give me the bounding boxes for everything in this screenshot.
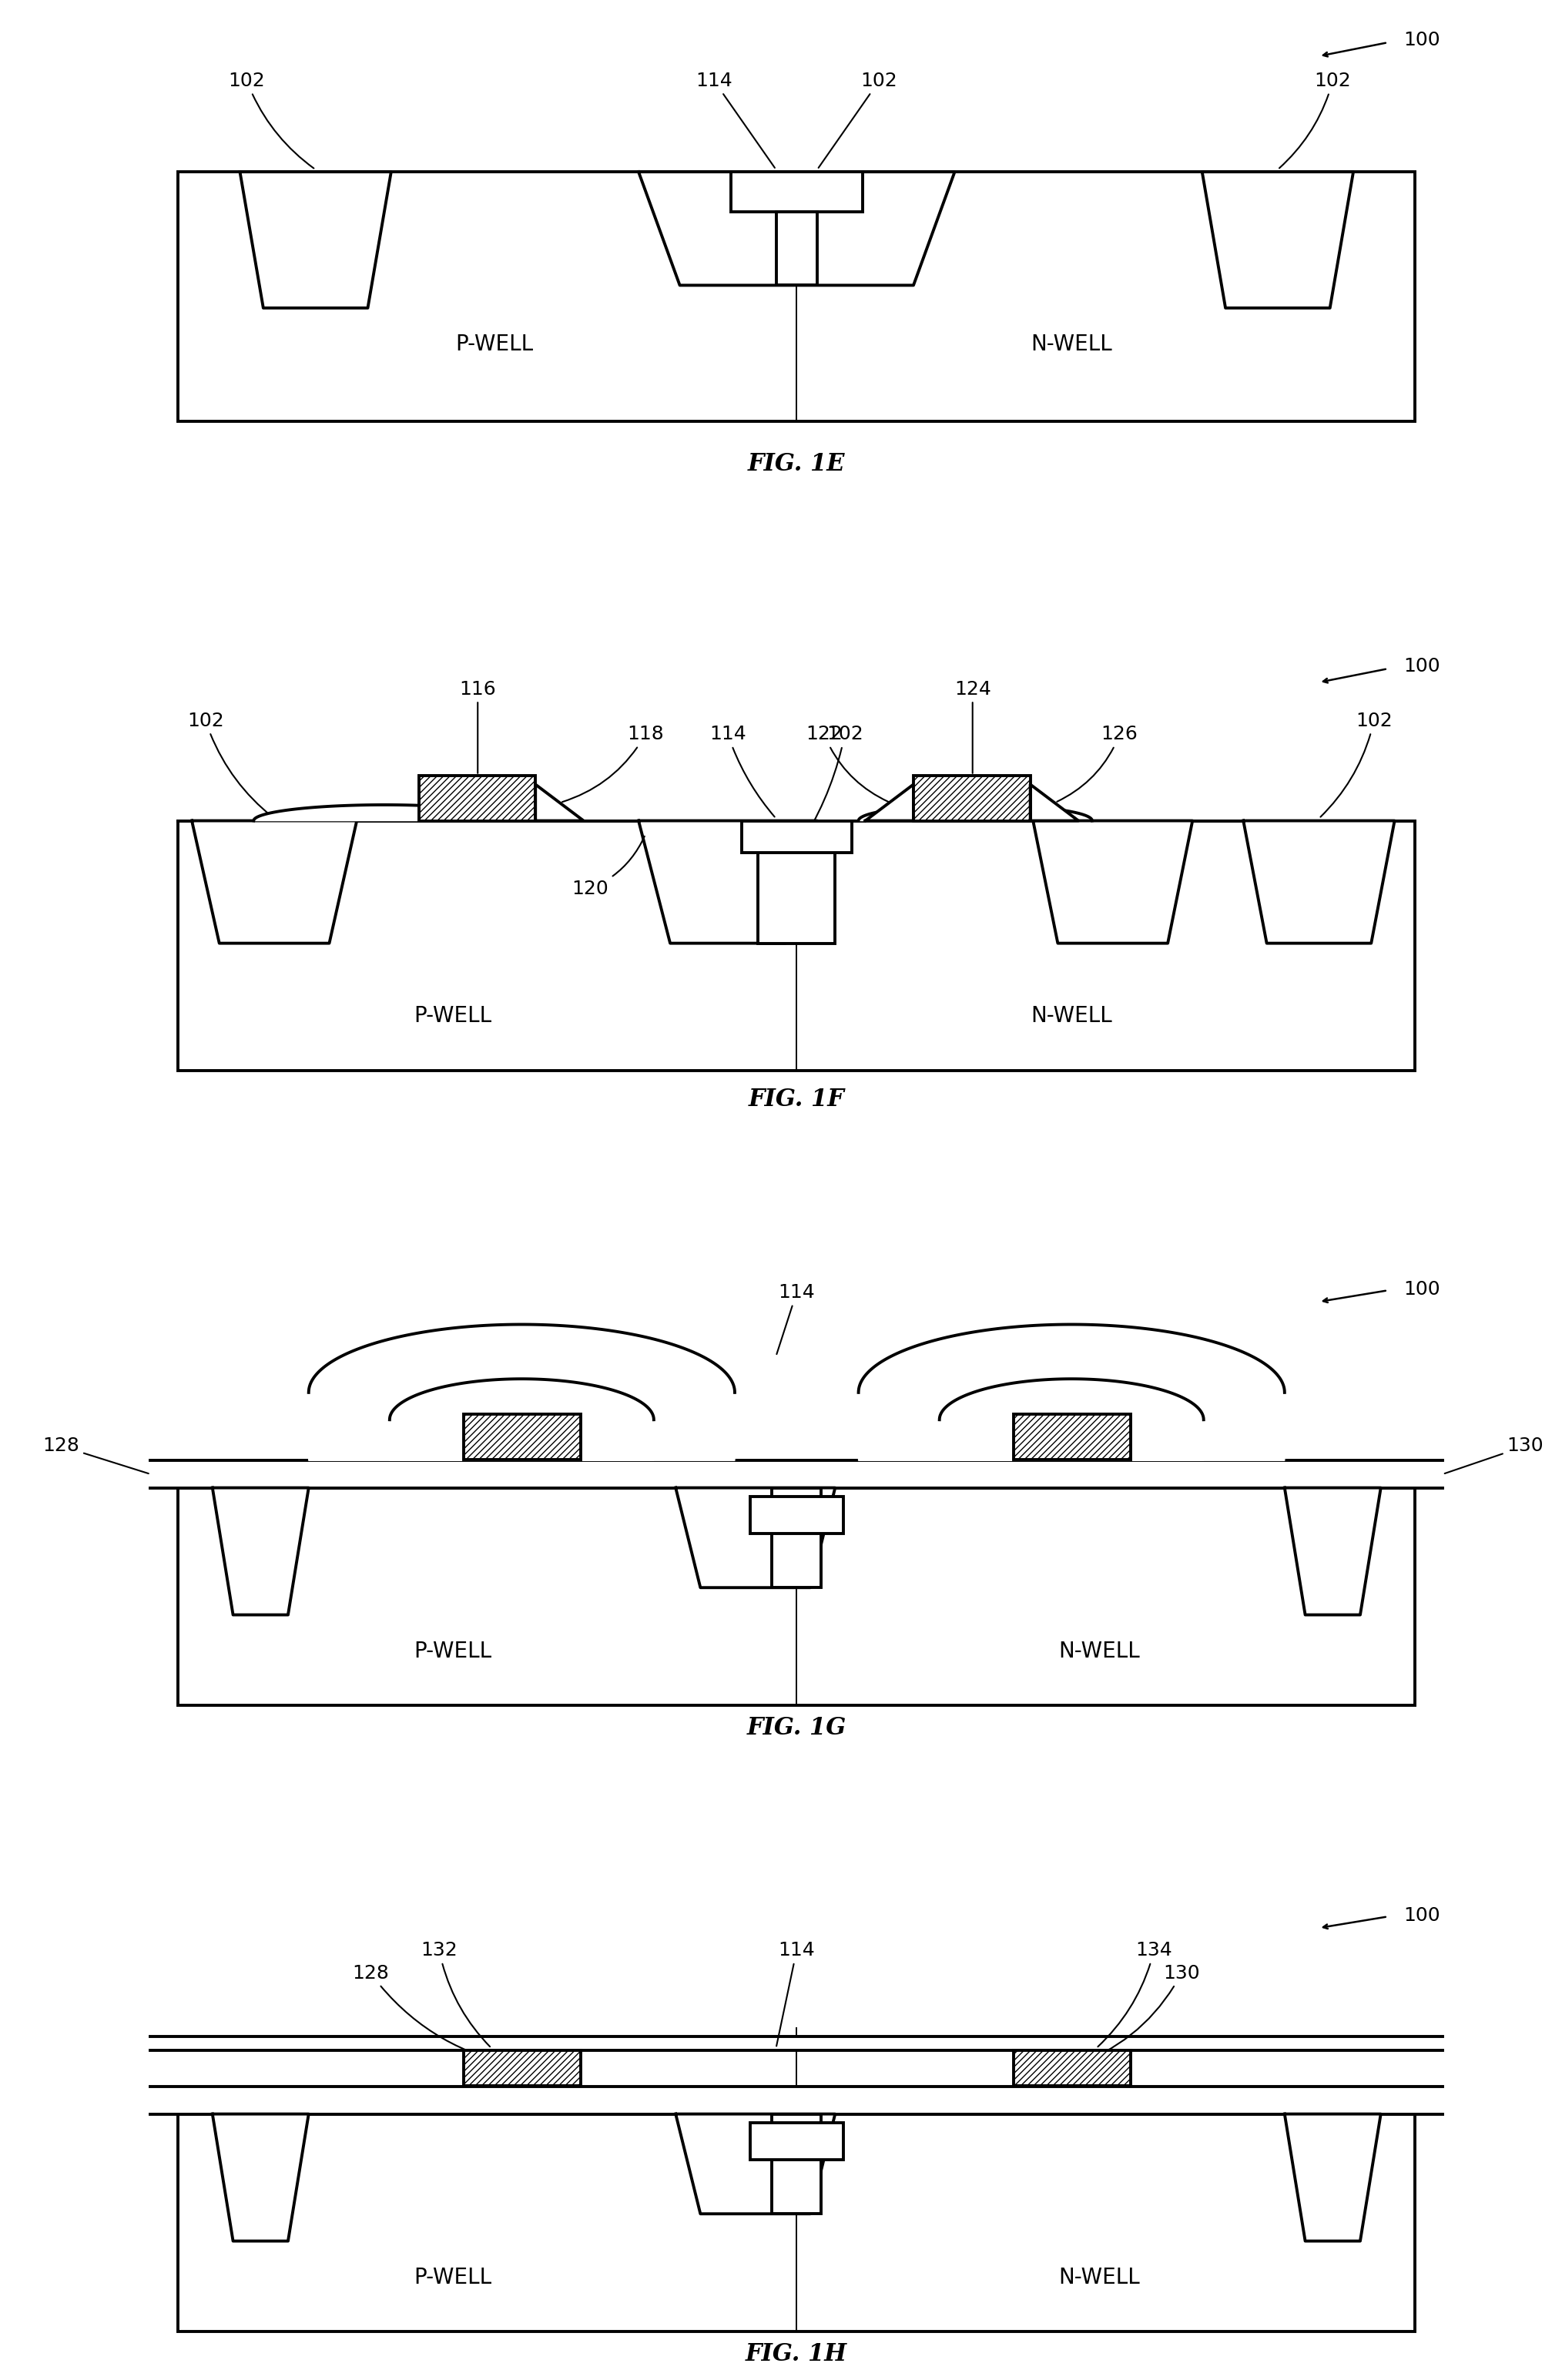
Text: 102: 102 [242,1490,280,1547]
Text: 102: 102 [1320,712,1392,816]
Polygon shape [676,1488,836,1587]
Text: 114: 114 [709,726,775,816]
Polygon shape [639,171,954,286]
Bar [750,1497,843,1533]
Text: 102: 102 [1314,2116,1351,2173]
Bar [178,1488,1415,1706]
Polygon shape [150,1461,1443,1488]
Polygon shape [639,821,817,942]
Text: 102: 102 [695,1528,753,1547]
Text: P-WELL: P-WELL [414,2266,492,2287]
Bar [758,821,836,942]
Text: 130: 130 [1073,1963,1200,2066]
Bar [178,2113,1415,2332]
Polygon shape [241,171,390,307]
Text: 132: 132 [420,1942,490,2047]
Bar [772,1488,822,1587]
Bar [1014,1414,1131,1459]
Text: 100: 100 [1404,1280,1440,1297]
Text: 114: 114 [776,1283,815,1354]
Text: 114: 114 [695,71,775,169]
Polygon shape [676,2113,836,2213]
Polygon shape [1032,821,1192,942]
Text: 120: 120 [572,835,645,897]
Bar [742,821,851,852]
Text: 122: 122 [806,726,889,802]
Text: 134: 134 [1098,1942,1173,2047]
Polygon shape [536,785,584,821]
Text: 102: 102 [818,71,898,169]
Polygon shape [865,785,914,821]
Text: N-WELL: N-WELL [1031,1004,1112,1026]
Text: 102: 102 [228,71,314,169]
Text: P-WELL: P-WELL [414,1004,492,1026]
Text: 126: 126 [1057,726,1139,802]
Text: 102: 102 [242,2116,280,2173]
Polygon shape [192,821,356,942]
Text: N-WELL: N-WELL [1059,2266,1140,2287]
Bar [464,1414,581,1459]
Polygon shape [253,804,515,821]
Bar [914,776,1031,821]
Bar [772,2113,822,2213]
Polygon shape [212,1488,309,1616]
Bar [776,212,817,286]
Bar [750,2123,843,2159]
Bar [1014,2052,1131,2085]
Polygon shape [1284,2113,1381,2242]
Text: 116: 116 [459,681,497,774]
Text: 102: 102 [695,2154,753,2173]
Text: 100: 100 [1404,1906,1440,1925]
Polygon shape [1284,1488,1381,1616]
Bar [419,776,536,821]
Text: 130: 130 [1445,1438,1543,1473]
Polygon shape [150,2087,1443,2113]
Polygon shape [212,2113,309,2242]
Text: 128: 128 [351,1963,520,2066]
Polygon shape [859,804,1092,821]
Polygon shape [150,2037,1443,2052]
Text: FIG. 1G: FIG. 1G [747,1716,847,1740]
Text: 100: 100 [1404,31,1440,50]
Polygon shape [859,1323,1284,1461]
Polygon shape [1031,785,1078,821]
Text: 114: 114 [776,1942,815,2047]
Polygon shape [389,1378,654,1461]
Bar [178,821,1415,1071]
Text: P-WELL: P-WELL [414,1640,492,1661]
Text: FIG. 1F: FIG. 1F [748,1088,845,1111]
Text: N-WELL: N-WELL [1031,333,1112,355]
Bar [178,171,1415,421]
Text: 102: 102 [1314,1490,1351,1547]
Polygon shape [939,1378,1204,1461]
Text: 102: 102 [798,726,864,847]
Text: 100: 100 [1404,657,1440,676]
Polygon shape [1243,821,1395,942]
Text: 128: 128 [42,1438,148,1473]
Text: 102: 102 [1279,71,1351,169]
Bar [731,171,862,212]
Polygon shape [309,1323,734,1461]
Text: N-WELL: N-WELL [1059,1640,1140,1661]
Text: 102: 102 [187,712,273,816]
Text: FIG. 1H: FIG. 1H [745,2342,848,2366]
Text: FIG. 1E: FIG. 1E [748,452,845,476]
Text: 118: 118 [562,726,664,802]
Text: P-WELL: P-WELL [455,333,533,355]
Bar [464,2052,581,2085]
Polygon shape [1203,171,1353,307]
Text: 124: 124 [954,681,990,774]
